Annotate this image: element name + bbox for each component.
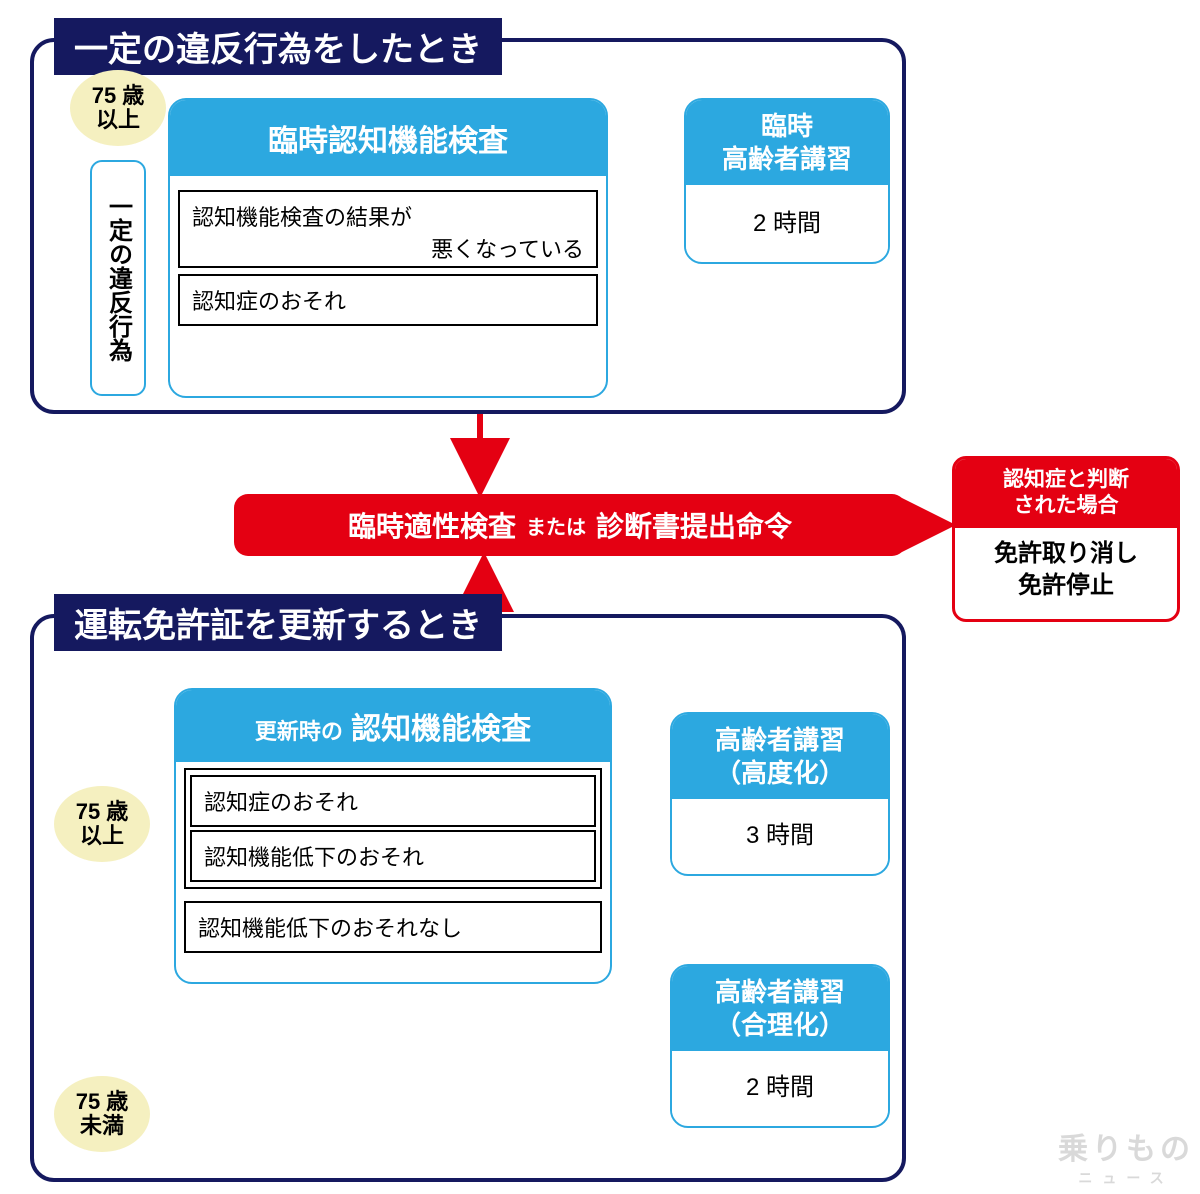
outcome-h2: された場合 xyxy=(961,493,1171,519)
age-badge-75minus: 75 歳 未満 xyxy=(54,1076,150,1152)
outcome-box: 認知症と判断 された場合 免許取り消し 免許停止 xyxy=(952,456,1180,622)
row2-line1: 認知症のおそれ xyxy=(192,289,346,314)
watermark-main: 乗りもの xyxy=(1058,1133,1194,1166)
temp-senior-course-block: 臨時 高齢者講習 2 時間 xyxy=(684,98,890,264)
age-line1: 75 歳 xyxy=(92,84,145,108)
bar-right: 診断書提出命令 xyxy=(596,505,792,545)
top-panel: 一定の違反行為をしたとき 75 歳 以上 一定の違反行為 臨時認知機能検査 認知… xyxy=(30,38,906,414)
age-line2: 以上 xyxy=(96,108,140,132)
watermark-sub: ニュース xyxy=(1058,1168,1194,1188)
violation-side-label: 一定の違反行為 xyxy=(90,160,146,396)
age-b1-l1: 75 歳 xyxy=(76,800,129,824)
outcome-b2: 免許停止 xyxy=(961,570,1171,602)
age-b2-l2: 未満 xyxy=(80,1114,124,1138)
course-high-h1: 高齢者講習 xyxy=(680,724,880,757)
renewal-row-3: 認知機能低下のおそれなし xyxy=(184,901,602,953)
course-high-h2: （高度化） xyxy=(680,757,880,790)
temp-course-header: 臨時 高齢者講習 xyxy=(686,100,888,185)
course-high-body: 3 時間 xyxy=(746,822,814,849)
outcome-b1: 免許取り消し xyxy=(961,538,1171,570)
outcome-head: 認知症と判断 された場合 xyxy=(955,459,1177,528)
age-badge-75plus-top: 75 歳 以上 xyxy=(70,70,166,146)
renewal-test-header: 更新時の 認知機能検査 xyxy=(176,690,610,762)
senior-course-low-block: 高齢者講習 （合理化） 2 時間 xyxy=(670,964,890,1128)
temp-test-row-1: 認知機能検査の結果が 悪くなっている xyxy=(178,190,598,268)
watermark: 乗りもの ニュース xyxy=(1058,1124,1194,1188)
top-panel-title: 一定の違反行為をしたとき xyxy=(54,18,502,75)
violation-text: 一定の違反行為 xyxy=(101,194,136,362)
renewal-cognitive-test-block: 更新時の 認知機能検査 認知症のおそれ 認知機能低下のおそれ 認知機能低下のおそ… xyxy=(174,688,612,984)
course-low-header: 高齢者講習 （合理化） xyxy=(672,966,888,1051)
bottom-panel: 運転免許証を更新するとき 75 歳 以上 75 歳 未満 更新時の 認知機能検査… xyxy=(30,614,906,1182)
outcome-body: 免許取り消し 免許停止 xyxy=(955,528,1177,613)
temp-course-body: 2 時間 xyxy=(753,210,821,237)
temp-course-h2: 高齢者講習 xyxy=(694,143,880,176)
senior-course-high-block: 高齢者講習 （高度化） 3 時間 xyxy=(670,712,890,876)
renewal-row-1: 認知症のおそれ xyxy=(190,775,596,827)
course-low-h1: 高齢者講習 xyxy=(680,976,880,1009)
temp-test-header: 臨時認知機能検査 xyxy=(170,100,606,176)
course-low-h2: （合理化） xyxy=(680,1009,880,1042)
bottom-panel-title: 運転免許証を更新するとき xyxy=(54,594,502,651)
bar-mid: または xyxy=(526,511,586,540)
course-low-body: 2 時間 xyxy=(746,1074,814,1101)
renewal-header-small: 更新時の xyxy=(255,719,343,744)
renewal-row-2: 認知機能低下のおそれ xyxy=(190,830,596,882)
row1-line1: 認知機能検査の結果が xyxy=(192,200,584,232)
age-badge-75plus-bottom: 75 歳 以上 xyxy=(54,786,150,862)
age-b1-l2: 以上 xyxy=(80,824,124,848)
renewal-header-large: 認知機能検査 xyxy=(351,713,531,746)
age-b2-l1: 75 歳 xyxy=(76,1090,129,1114)
outcome-h1: 認知症と判断 xyxy=(961,467,1171,493)
bar-left: 臨時適性検査 xyxy=(348,505,516,545)
temp-test-row-2: 認知症のおそれ xyxy=(178,274,598,326)
temp-cognitive-test-block: 臨時認知機能検査 認知機能検査の結果が 悪くなっている 認知症のおそれ xyxy=(168,98,608,398)
course-high-header: 高齢者講習 （高度化） xyxy=(672,714,888,799)
row1-line2: 悪くなっている xyxy=(192,232,584,264)
center-red-bar: 臨時適性検査 または 診断書提出命令 xyxy=(234,494,906,556)
temp-course-h1: 臨時 xyxy=(694,110,880,143)
